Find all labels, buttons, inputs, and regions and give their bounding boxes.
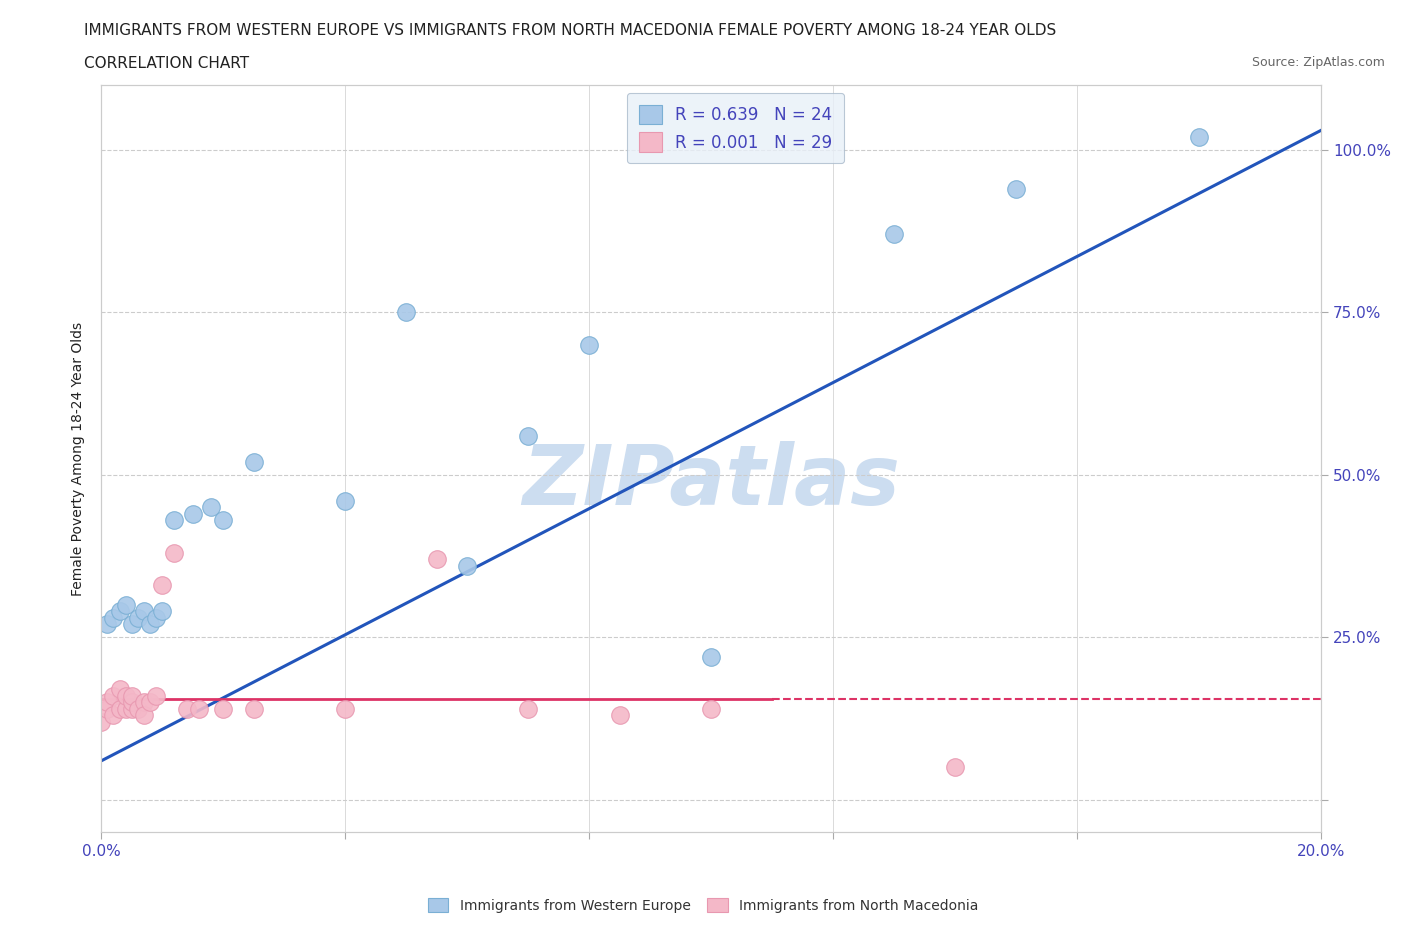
Point — [96, 617, 118, 631]
Point — [108, 604, 131, 618]
Point — [163, 545, 186, 560]
Point — [132, 604, 155, 618]
Point — [212, 512, 235, 527]
Text: ZIPatlas: ZIPatlas — [522, 441, 900, 522]
Point — [139, 695, 162, 710]
Point — [517, 429, 540, 444]
Point — [90, 714, 112, 729]
Point — [1005, 181, 1028, 196]
Point — [150, 604, 173, 618]
Point — [700, 701, 723, 716]
Legend: Immigrants from Western Europe, Immigrants from North Macedonia: Immigrants from Western Europe, Immigran… — [422, 893, 984, 919]
Point — [212, 701, 235, 716]
Point — [163, 512, 186, 527]
Point — [139, 617, 162, 631]
Text: CORRELATION CHART: CORRELATION CHART — [84, 56, 249, 71]
Point — [132, 695, 155, 710]
Point — [200, 500, 222, 515]
Point — [127, 610, 149, 625]
Point — [242, 455, 264, 470]
Point — [145, 610, 167, 625]
Point — [127, 701, 149, 716]
Point — [114, 701, 136, 716]
Point — [145, 688, 167, 703]
Point — [242, 701, 264, 716]
Point — [121, 695, 143, 710]
Point — [456, 558, 478, 573]
Point — [150, 578, 173, 592]
Point — [132, 708, 155, 723]
Point — [114, 688, 136, 703]
Point — [187, 701, 209, 716]
Point — [121, 617, 143, 631]
Text: Source: ZipAtlas.com: Source: ZipAtlas.com — [1251, 56, 1385, 69]
Point — [943, 760, 966, 775]
Point — [176, 701, 198, 716]
Point — [114, 597, 136, 612]
Point — [578, 338, 600, 352]
Legend: R = 0.639   N = 24, R = 0.001   N = 29: R = 0.639 N = 24, R = 0.001 N = 29 — [627, 93, 844, 164]
Point — [96, 701, 118, 716]
Point — [103, 610, 125, 625]
Point — [335, 494, 357, 509]
Point — [517, 701, 540, 716]
Text: IMMIGRANTS FROM WESTERN EUROPE VS IMMIGRANTS FROM NORTH MACEDONIA FEMALE POVERTY: IMMIGRANTS FROM WESTERN EUROPE VS IMMIGR… — [84, 23, 1057, 38]
Point — [103, 688, 125, 703]
Point — [335, 701, 357, 716]
Point — [121, 701, 143, 716]
Point — [108, 701, 131, 716]
Point — [96, 695, 118, 710]
Point — [108, 682, 131, 697]
Point — [883, 227, 905, 242]
Point — [609, 708, 631, 723]
Point — [426, 551, 449, 566]
Point — [1188, 129, 1211, 144]
Point — [181, 507, 204, 522]
Point — [121, 688, 143, 703]
Point — [395, 305, 418, 320]
Point — [700, 649, 723, 664]
Point — [103, 708, 125, 723]
Y-axis label: Female Poverty Among 18-24 Year Olds: Female Poverty Among 18-24 Year Olds — [72, 322, 86, 595]
